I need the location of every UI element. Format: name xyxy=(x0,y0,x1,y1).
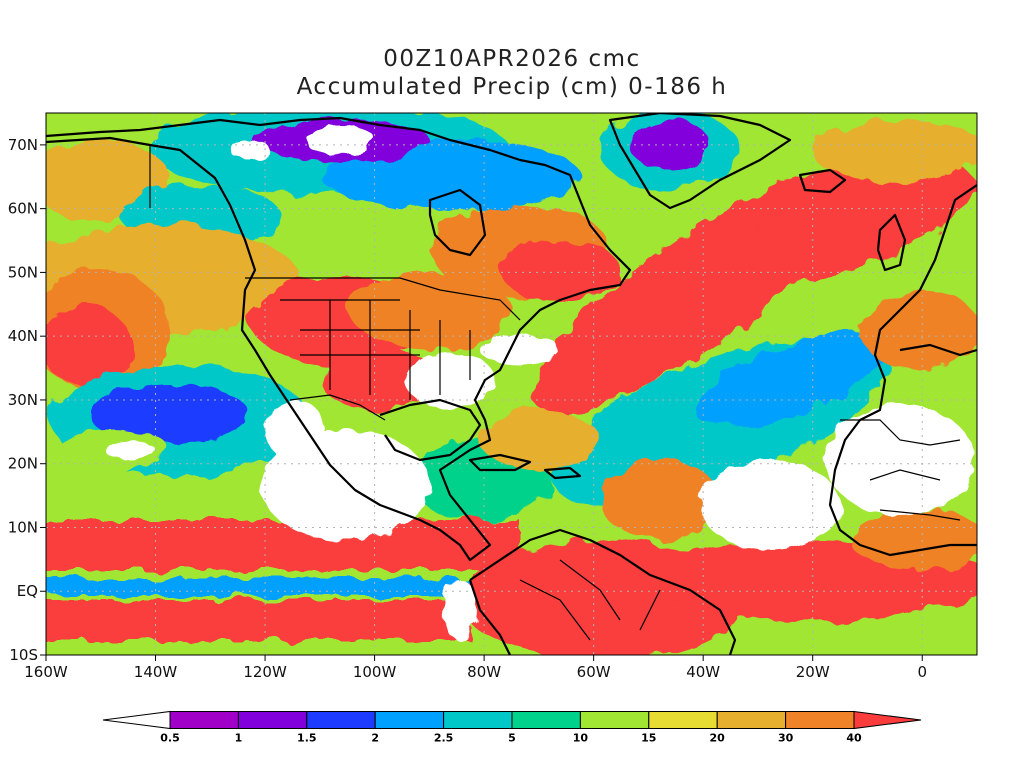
colorbar-box xyxy=(648,711,718,729)
map-subtitle: Accumulated Precip (cm) 0-186 h xyxy=(296,74,728,100)
political-borders xyxy=(149,145,961,641)
colorbar-label: 30 xyxy=(778,732,794,745)
y-tick-label: 70N xyxy=(8,136,38,154)
map-frame xyxy=(45,112,978,656)
coastlines xyxy=(46,113,977,655)
x-tick-label: 60W xyxy=(577,663,611,681)
colorbar-label: 5 xyxy=(508,732,516,745)
x-tick-label: 40W xyxy=(686,663,720,681)
map-title: 00Z10APR2026 cmc xyxy=(383,46,641,72)
colorbar: 0.5 1 1.5 2 2.5 5 10 15 20 30 40 xyxy=(102,710,922,745)
colorbar-box xyxy=(169,711,239,729)
x-tick-label: 140W xyxy=(134,663,178,681)
colorbar-label: 2 xyxy=(371,732,379,745)
y-tick-label: EQ xyxy=(17,582,38,600)
colorbar-high-triangle xyxy=(853,710,922,730)
colorbar-box xyxy=(306,711,376,729)
colorbar-label: 10 xyxy=(573,732,589,745)
x-tick-label: 80W xyxy=(467,663,501,681)
colorbar-label: 40 xyxy=(846,732,862,745)
colorbar-box xyxy=(443,711,513,729)
grid-lines xyxy=(46,113,977,655)
precip-field xyxy=(46,113,977,655)
colorbar-label: 2.5 xyxy=(434,732,454,745)
y-tick-label: 50N xyxy=(8,263,38,281)
x-tick-label: 0 xyxy=(917,663,927,681)
x-tick-label: 160W xyxy=(24,663,68,681)
x-tick-label: 120W xyxy=(243,663,287,681)
y-tick-label: 40N xyxy=(8,327,38,345)
colorbar-label: 1.5 xyxy=(297,732,317,745)
colorbar-box xyxy=(237,711,308,729)
colorbar-box xyxy=(511,711,581,729)
colorbar-label: 15 xyxy=(641,732,656,745)
y-tick-label: 30N xyxy=(8,391,38,409)
colorbar-low-triangle xyxy=(102,710,171,730)
x-axis: 160W 140W 120W 100W 80W 60W 40W 20W 0 xyxy=(24,655,927,681)
colorbar-box xyxy=(716,711,787,729)
y-tick-label: 10S xyxy=(9,646,38,664)
y-tick-label: 60N xyxy=(8,200,38,218)
y-tick-label: 10N xyxy=(8,518,38,536)
y-axis: 70N 60N 50N 40N 30N 20N 10N EQ 10S xyxy=(8,136,46,664)
colorbar-box xyxy=(374,711,445,729)
colorbar-label: 20 xyxy=(710,732,726,745)
x-tick-label: 20W xyxy=(796,663,830,681)
colorbar-label: 0.5 xyxy=(160,732,180,745)
colorbar-label: 1 xyxy=(235,732,243,745)
colorbar-box xyxy=(785,711,855,729)
x-tick-label: 100W xyxy=(353,663,397,681)
colorbar-box xyxy=(579,711,650,729)
y-tick-label: 20N xyxy=(8,455,38,473)
